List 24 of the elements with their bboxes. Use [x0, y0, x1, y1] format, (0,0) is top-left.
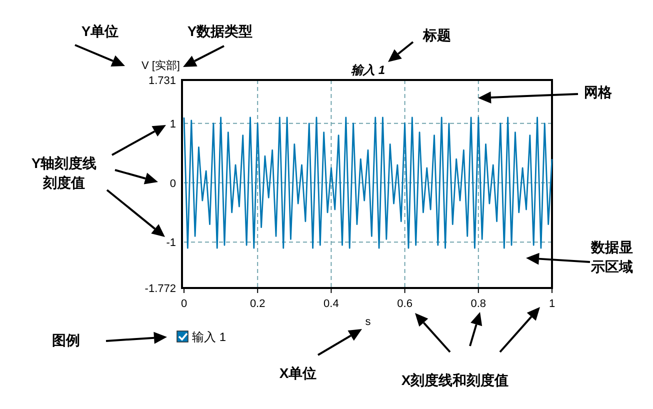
x-tick-label: 0.8 [470, 298, 486, 310]
chart-title: 输入 1 [350, 63, 386, 77]
y-axis-title: V [实部] [141, 59, 180, 72]
legend-label: 输入 1 [192, 330, 226, 344]
y-tick-label: 0 [170, 178, 176, 190]
x-tick-label: 0.4 [324, 298, 339, 310]
y-tick-label: 1 [170, 118, 176, 130]
text: X单位 [279, 365, 317, 381]
y-tick-label: -1 [166, 237, 176, 250]
text: X刻度线和刻度值 [401, 372, 509, 388]
text: 图例 [52, 332, 80, 348]
x-tick-label: 1 [548, 298, 556, 310]
x-tick-label: 0.6 [397, 298, 412, 310]
text: 网格 [584, 84, 613, 100]
x-tick-label: 0 [180, 298, 188, 310]
text: 数据显示区域 [590, 239, 633, 275]
x-axis-title: s [365, 316, 372, 328]
text: Y轴刻度线刻度值 [31, 155, 97, 191]
text: Y单位 [81, 23, 119, 39]
y-tick-label: -1.772 [144, 283, 176, 295]
text: Y数据类型 [187, 23, 253, 39]
x-tick-label: 0.2 [250, 298, 266, 310]
y-tick-label: 1.731 [148, 75, 176, 87]
text: 标题 [422, 27, 451, 43]
